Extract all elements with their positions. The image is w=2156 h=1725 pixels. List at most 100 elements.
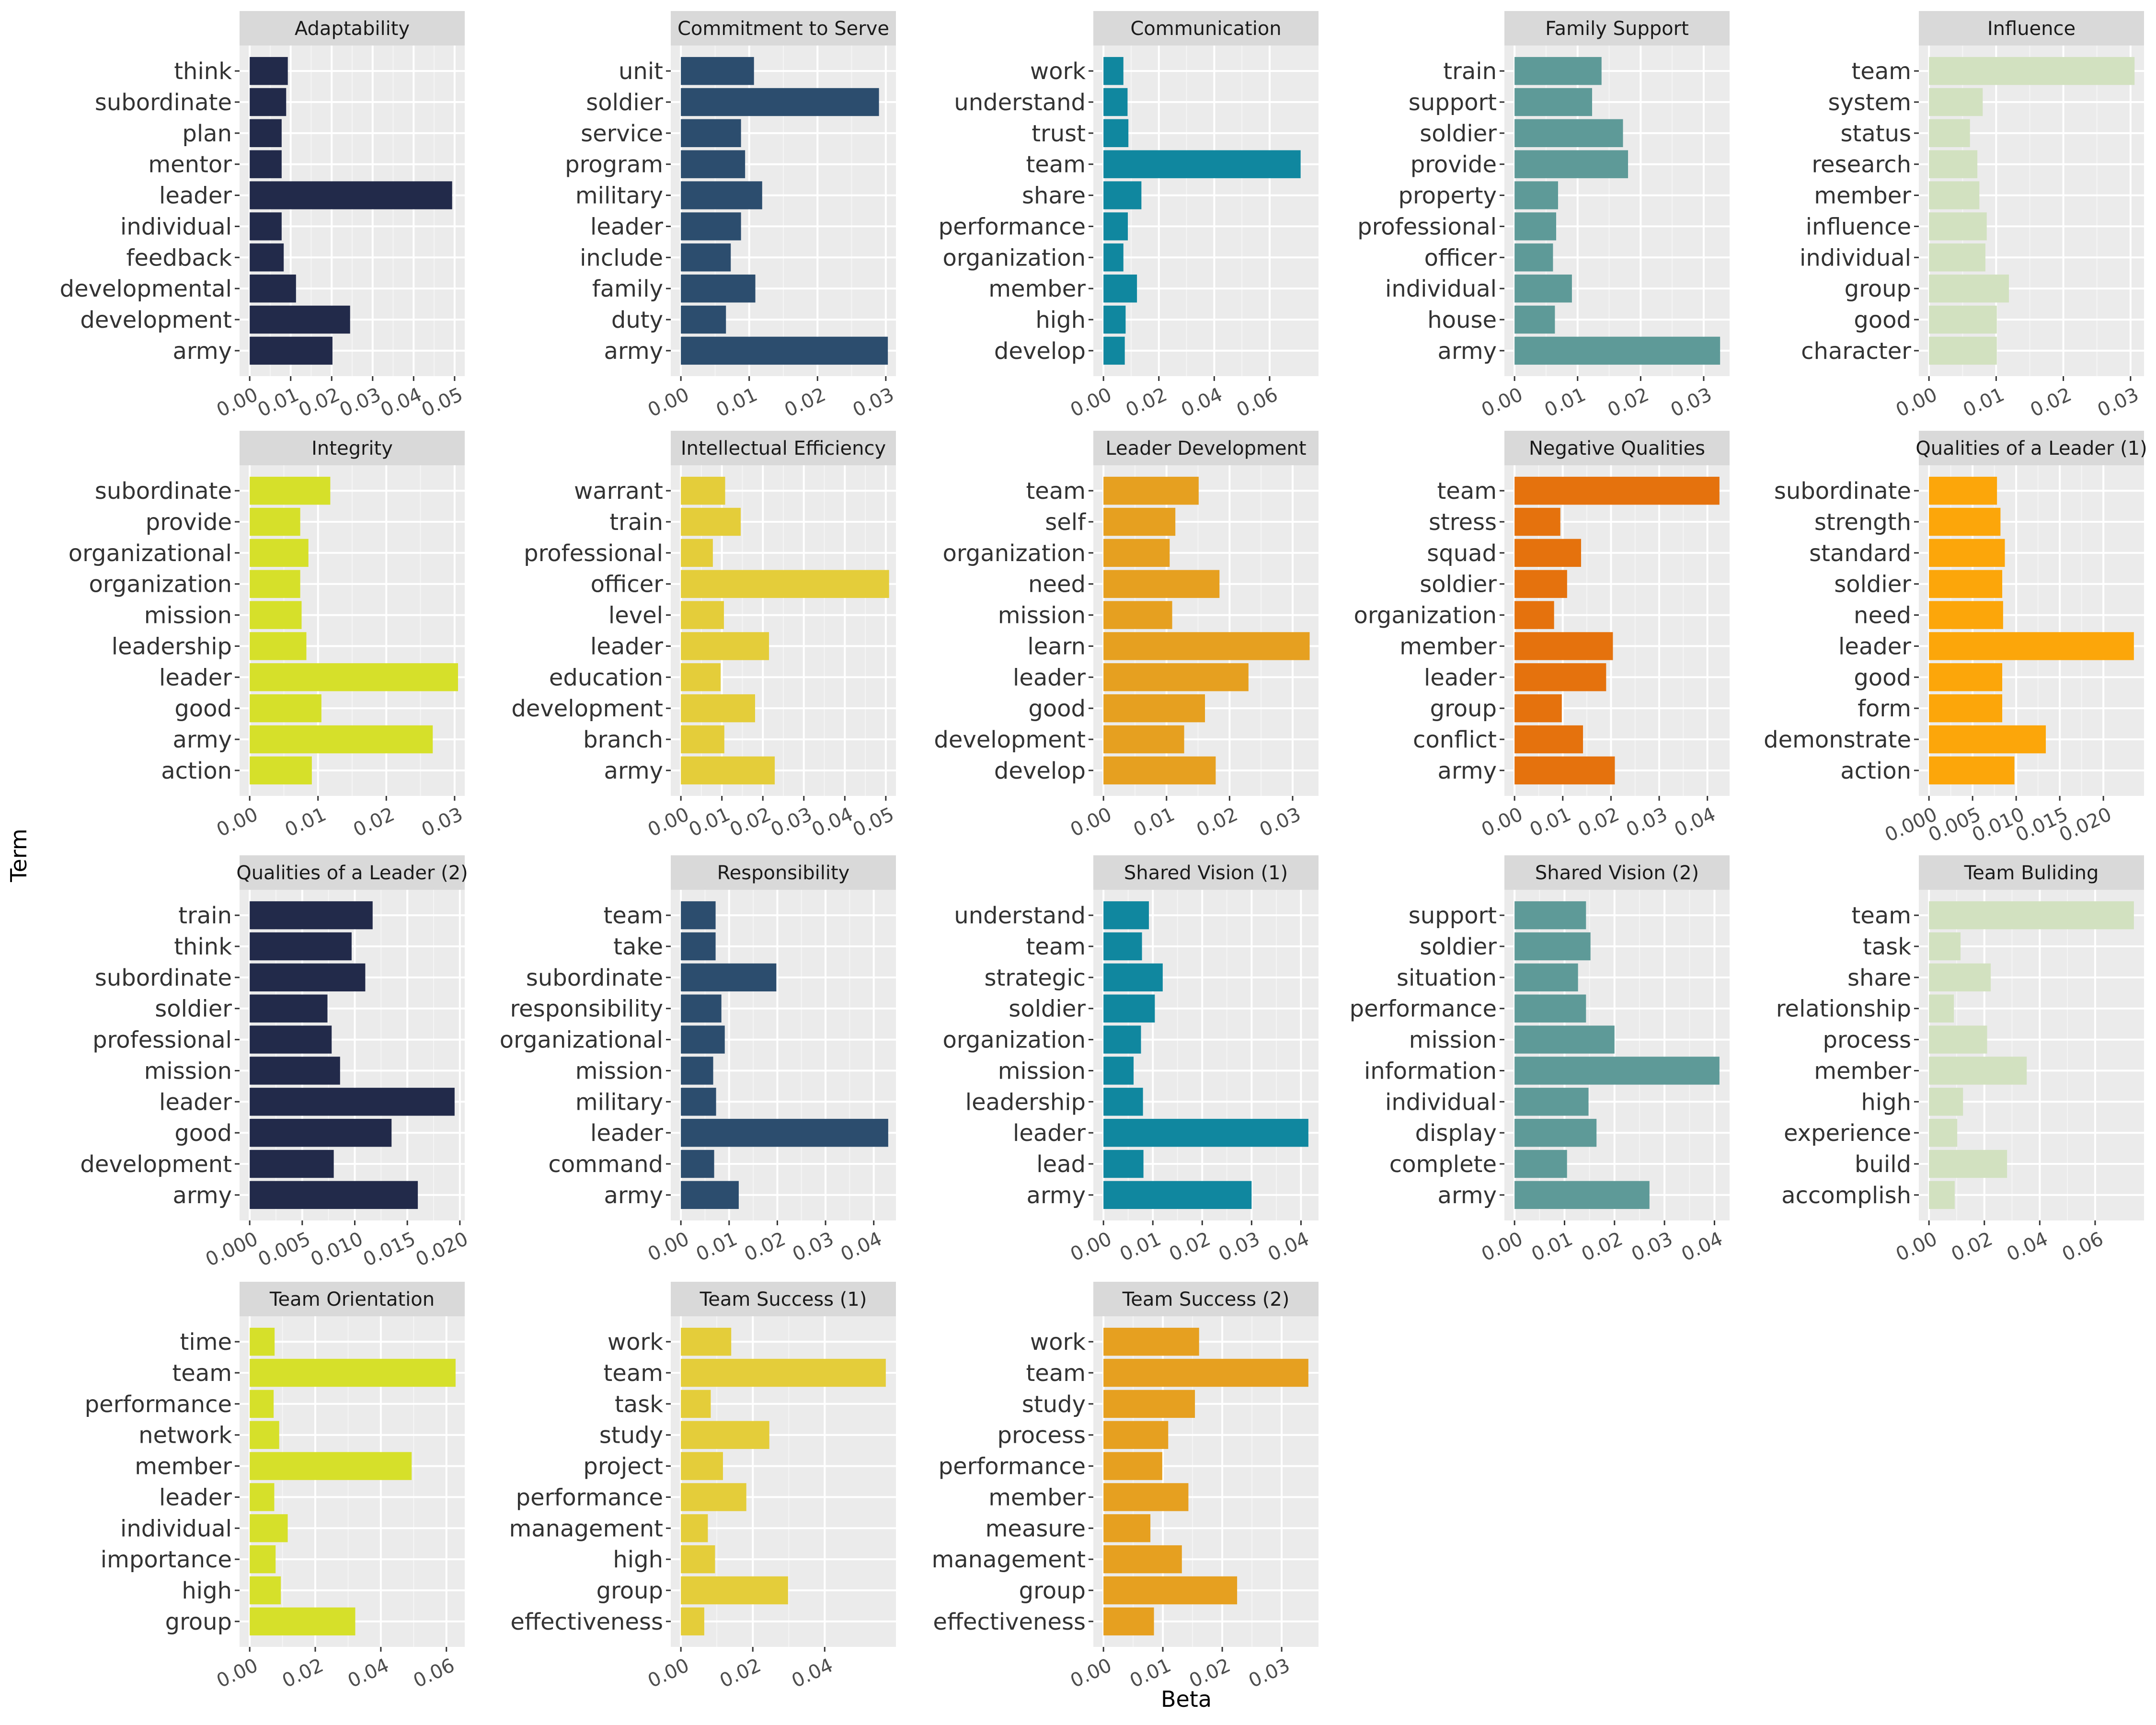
- term-label: develop: [994, 338, 1086, 365]
- term-label: warrant: [574, 478, 663, 505]
- bar-effectiveness: [1103, 1607, 1154, 1636]
- bar-information: [1514, 1057, 1720, 1085]
- bar-task: [681, 1390, 711, 1418]
- bar-soldier: [1514, 119, 1623, 148]
- term-label: development: [934, 726, 1086, 753]
- bar-army: [1514, 1181, 1650, 1209]
- panel-strip: [671, 855, 896, 890]
- bar-group: [681, 1576, 788, 1605]
- bar-system: [1929, 88, 1983, 116]
- panel-title: Integrity: [311, 437, 393, 460]
- bar-developmental: [250, 274, 296, 303]
- bar-performance: [1103, 1452, 1162, 1480]
- term-label: importance: [101, 1546, 232, 1573]
- bar-trust: [1103, 119, 1129, 148]
- bar-display: [1514, 1118, 1597, 1147]
- bar-team: [1929, 901, 2134, 930]
- bar-plan: [250, 119, 282, 148]
- bar-train: [250, 901, 373, 930]
- term-label: leader: [590, 1120, 663, 1147]
- bar-organizational: [681, 1025, 725, 1054]
- term-label: mission: [144, 1058, 232, 1084]
- bar-member: [1929, 181, 1980, 209]
- term-label: self: [1045, 509, 1086, 536]
- term-label: military: [575, 1089, 663, 1116]
- term-label: development: [80, 307, 232, 334]
- bar-officer: [1514, 243, 1553, 272]
- bar-management: [681, 1514, 708, 1542]
- bar-leader: [681, 1118, 888, 1147]
- bar-development: [250, 1150, 334, 1178]
- bar-leadership: [1103, 1088, 1143, 1116]
- panel-strip: [1919, 855, 2144, 890]
- term-label: group: [596, 1577, 663, 1604]
- term-label: understand: [954, 89, 1086, 116]
- bar-army: [1514, 336, 1720, 365]
- bar-member: [250, 1452, 412, 1480]
- term-label: research: [1812, 151, 1911, 178]
- term-label: leader: [590, 633, 663, 660]
- panel-negative-qualities: Negative Qualities team stress squad soldier…: [1354, 431, 1730, 841]
- panel-title: Responsibility: [717, 862, 850, 884]
- bar-study: [1103, 1390, 1195, 1418]
- panel-team-orientation: Team Orientation time team performance netwo…: [85, 1282, 465, 1692]
- panel-commitment-to-serve: Commitment to Serve unit soldier service pro…: [565, 11, 897, 422]
- bar-soldier: [1514, 932, 1591, 961]
- bar-leader: [250, 1483, 275, 1511]
- bar-team: [681, 901, 716, 930]
- bar-individual: [1514, 274, 1572, 303]
- bar-status: [1929, 119, 1970, 148]
- term-label: subordinate: [95, 478, 232, 505]
- bar-take: [681, 932, 716, 961]
- bar-group: [1514, 694, 1562, 723]
- term-label: member: [988, 276, 1086, 302]
- panel-title: Adaptability: [295, 18, 410, 40]
- term-label: build: [1855, 1151, 1911, 1178]
- bar-member: [1103, 274, 1137, 303]
- bar-stress: [1514, 507, 1560, 536]
- panel-influence: Influence team system status research member i…: [1800, 11, 2144, 422]
- bar-soldier: [1514, 570, 1567, 598]
- term-label: complete: [1389, 1151, 1497, 1178]
- term-label: relationship: [1776, 996, 1911, 1023]
- bar-complete: [1514, 1150, 1567, 1178]
- term-label: good: [174, 695, 232, 722]
- term-label: leader: [590, 213, 663, 240]
- bar-work: [681, 1327, 732, 1356]
- bar-organization: [1103, 1025, 1141, 1054]
- bar-team: [1103, 476, 1199, 505]
- term-label: team: [1026, 151, 1086, 178]
- panel-title: Qualities of a Leader (2): [236, 862, 468, 884]
- term-label: mission: [575, 1058, 663, 1084]
- bar-army: [681, 336, 888, 365]
- term-label: professional: [1357, 213, 1497, 240]
- term-label: take: [613, 933, 663, 960]
- term-label: soldier: [1420, 571, 1497, 598]
- bar-property: [1514, 181, 1558, 209]
- panel-strip: [240, 1282, 465, 1316]
- term-label: provide: [1411, 151, 1497, 178]
- term-label: plan: [182, 120, 232, 147]
- term-label: soldier: [1834, 571, 1911, 598]
- term-label: service: [581, 120, 663, 147]
- bar-member: [1514, 632, 1613, 660]
- bar-education: [681, 663, 721, 691]
- term-label: effectiveness: [933, 1609, 1086, 1635]
- term-label: program: [565, 151, 663, 178]
- bar-unit: [681, 57, 754, 85]
- bar-demonstrate: [1929, 725, 2046, 754]
- bar-performance: [1103, 212, 1128, 241]
- bar-lead: [1103, 1150, 1144, 1178]
- term-label: duty: [611, 307, 663, 334]
- term-label: squad: [1427, 540, 1497, 567]
- term-label: effectiveness: [510, 1609, 663, 1635]
- term-label: subordinate: [95, 965, 232, 991]
- bar-develop: [1103, 336, 1125, 365]
- term-label: officer: [1424, 244, 1497, 271]
- bar-subordinate: [250, 476, 331, 505]
- term-label: team: [1026, 1360, 1086, 1387]
- term-label: share: [1847, 965, 1911, 991]
- bar-duty: [681, 305, 726, 334]
- panel-title: Qualities of a Leader (1): [1915, 437, 2147, 460]
- panel-strip: [240, 431, 465, 465]
